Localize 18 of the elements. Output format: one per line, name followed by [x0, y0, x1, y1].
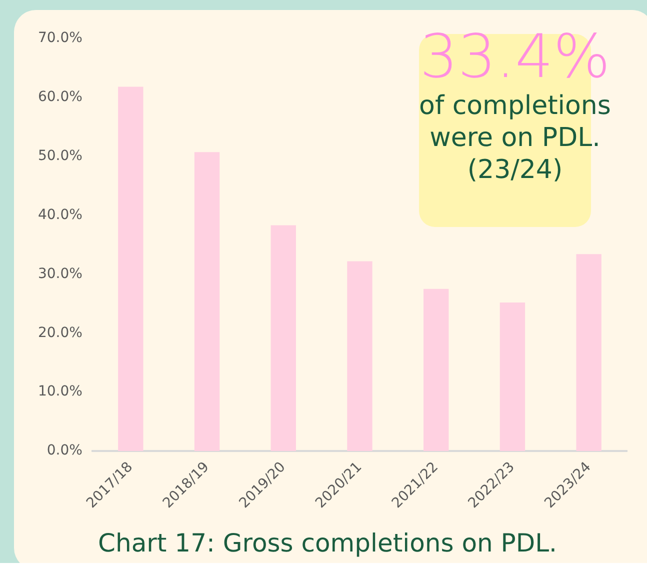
- y-tick-label: 10.0%: [38, 384, 82, 400]
- bar: [500, 302, 526, 451]
- annotation: of completions were on PDL. (23/24): [418, 90, 612, 186]
- bar: [194, 152, 220, 451]
- y-tick-label: 20.0%: [38, 324, 82, 341]
- annotation: 33.4%: [418, 22, 612, 92]
- y-tick-label: 30.0%: [38, 266, 82, 282]
- y-tick-label: 0.0%: [46, 442, 82, 459]
- bar: [118, 86, 144, 451]
- bar: [576, 254, 602, 451]
- text: Chart 17: Gross completions on PDL.: [98, 528, 557, 558]
- y-tick-label: 50.0%: [38, 148, 82, 164]
- bar: [270, 225, 296, 451]
- y-tick-label: 60.0%: [38, 88, 82, 105]
- bar: [424, 288, 449, 451]
- y-tick-label: 70.0%: [38, 30, 82, 46]
- bar: [347, 261, 372, 451]
- y-tick-label: 40.0%: [38, 206, 82, 223]
